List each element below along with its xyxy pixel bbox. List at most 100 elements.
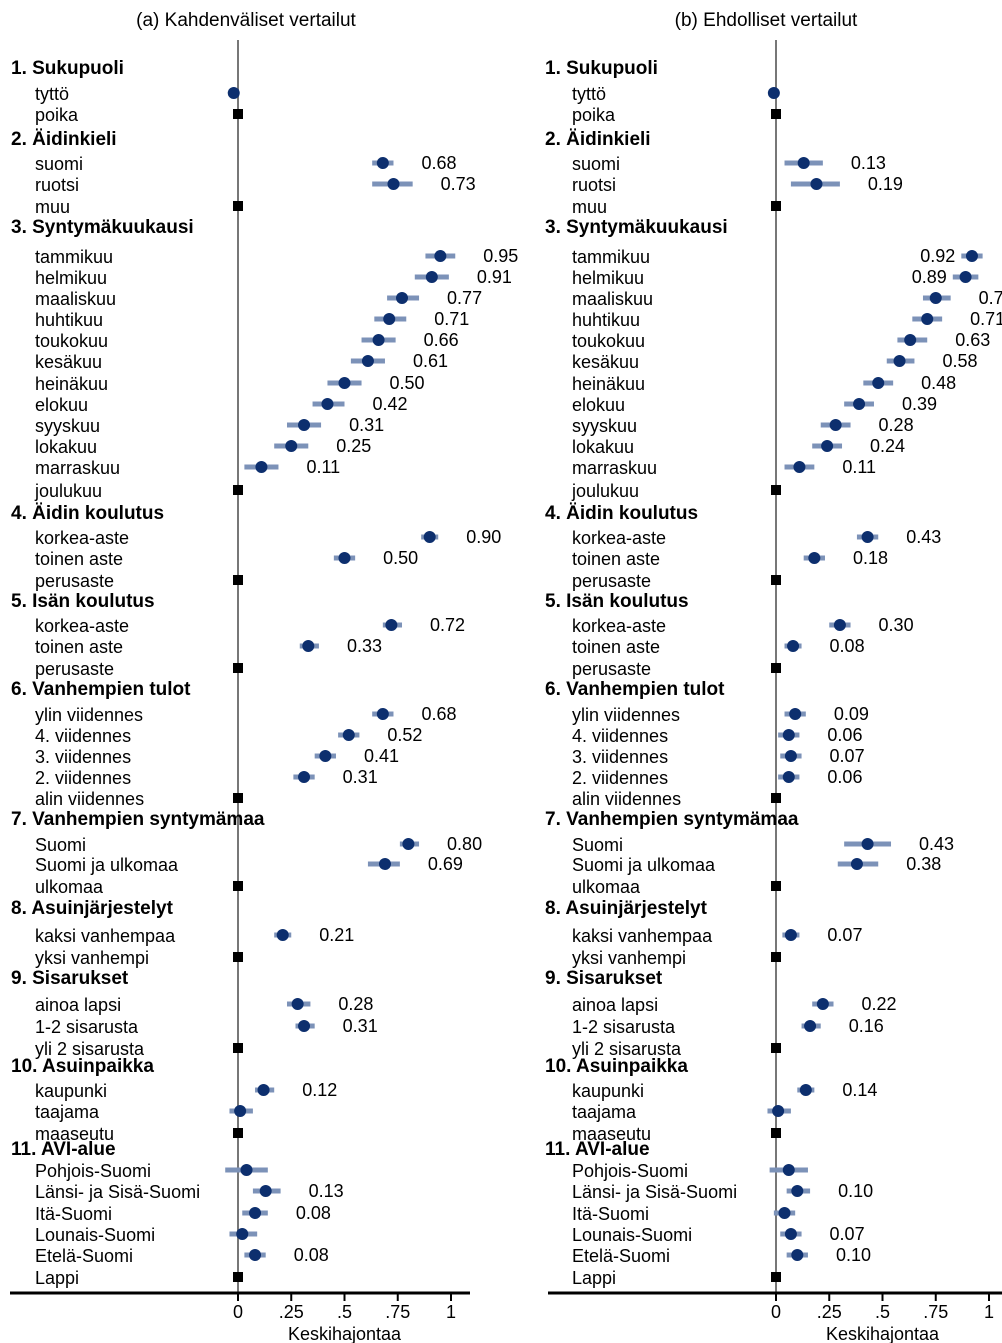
level-label: elokuu (572, 395, 625, 415)
level-label: 4. viidennes (35, 726, 131, 746)
estimate-point (861, 838, 874, 850)
data-label: 0.77 (447, 288, 482, 308)
data-label: 0.52 (387, 725, 422, 745)
panel-title: (b) Ehdolliset vertailut (675, 10, 858, 31)
reference-category-marker (771, 485, 781, 495)
data-label: 0.16 (849, 1016, 884, 1036)
reference-category-marker (233, 1043, 243, 1053)
panel-title: (a) Kahdenväliset vertailut (136, 10, 356, 31)
reference-category-marker (233, 109, 243, 119)
reference-category-marker (771, 201, 781, 211)
data-label: 0.06 (827, 725, 862, 745)
estimate-point (810, 178, 823, 190)
reference-category-marker (233, 952, 243, 962)
group-title: 4. Äidin koulutus (11, 503, 164, 524)
estimate-point (833, 619, 846, 631)
level-label: ylin viidennes (35, 705, 143, 725)
estimate-point (319, 750, 332, 762)
data-label: 0.31 (343, 767, 378, 787)
level-label: suomi (35, 154, 83, 174)
estimate-point (791, 1185, 804, 1197)
estimate-point (249, 1207, 262, 1219)
level-label: marraskuu (572, 458, 657, 478)
level-label: taajama (572, 1102, 637, 1122)
level-label: maaliskuu (572, 289, 653, 309)
level-label: ainoa lapsi (572, 995, 658, 1015)
data-label: 0.92 (920, 246, 955, 266)
estimate-point (302, 640, 315, 652)
level-label: Itä-Suomi (572, 1204, 649, 1224)
level-label: tyttö (572, 84, 606, 104)
data-label: 0.06 (827, 767, 862, 787)
level-label: toinen aste (35, 637, 123, 657)
estimate-point (298, 771, 311, 783)
estimate-point (850, 858, 863, 870)
level-label: heinäkuu (572, 374, 645, 394)
data-label: 0.08 (294, 1245, 329, 1265)
data-label: 0.33 (347, 636, 382, 656)
estimate-point (829, 419, 842, 431)
data-label: 0.48 (921, 373, 956, 393)
x-tick-label: .75 (385, 1302, 410, 1322)
data-label: 0.11 (842, 457, 876, 477)
estimate-point (778, 1207, 791, 1219)
data-label: 0.10 (836, 1245, 871, 1265)
data-label: 0.95 (483, 246, 518, 266)
x-tick-label: .5 (875, 1302, 890, 1322)
level-label: joulukuu (34, 481, 102, 501)
data-label: 0.12 (302, 1080, 337, 1100)
data-label: 0.19 (868, 174, 903, 194)
data-label: 0.14 (842, 1080, 877, 1100)
data-label: 0.28 (338, 994, 373, 1014)
estimate-point (921, 313, 934, 325)
data-label: 0.28 (879, 415, 914, 435)
data-label: 0.41 (364, 746, 399, 766)
level-label: ruotsi (572, 175, 616, 195)
data-label: 0.42 (373, 394, 408, 414)
reference-category-marker (771, 881, 781, 891)
level-label: maaseutu (35, 1124, 114, 1144)
level-label: syyskuu (35, 416, 100, 436)
level-label: poika (35, 105, 79, 125)
level-label: kaksi vanhempaa (572, 926, 713, 946)
estimate-point (402, 838, 415, 850)
level-label: korkea-aste (572, 528, 666, 548)
level-label: tammikuu (35, 247, 113, 267)
group-title: 2. Äidinkieli (545, 129, 651, 150)
level-label: korkea-aste (572, 616, 666, 636)
group-title: 9. Sisarukset (545, 968, 663, 989)
level-label: alin viidennes (35, 789, 144, 809)
x-tick-label: 1 (446, 1302, 456, 1322)
estimate-point (853, 398, 866, 410)
level-label: Länsi- ja Sisä-Suomi (35, 1182, 200, 1202)
data-label: 0.22 (862, 994, 897, 1014)
estimate-point (259, 1185, 272, 1197)
estimate-point (383, 313, 396, 325)
level-label: Itä-Suomi (35, 1204, 112, 1224)
data-label: 0.13 (309, 1181, 344, 1201)
data-label: 0.73 (441, 174, 476, 194)
level-label: joulukuu (571, 481, 639, 501)
level-label: alin viidennes (572, 789, 681, 809)
reference-category-marker (233, 881, 243, 891)
group-title: 7. Vanhempien syntymämaa (11, 809, 265, 830)
estimate-point (893, 355, 906, 367)
level-label: Lappi (572, 1268, 616, 1288)
estimate-point (396, 292, 409, 304)
estimate-point (782, 1164, 795, 1176)
level-label: 2. viidennes (35, 768, 131, 788)
estimate-point (808, 552, 821, 564)
data-label: 0.63 (955, 330, 990, 350)
reference-category-marker (771, 1043, 781, 1053)
estimate-point (784, 1228, 797, 1240)
level-label: kaupunki (572, 1081, 644, 1101)
level-label: 4. viidennes (572, 726, 668, 746)
estimate-point (904, 334, 917, 346)
reference-category-marker (233, 793, 243, 803)
level-label: perusaste (35, 659, 114, 679)
data-label: 0.43 (906, 527, 941, 547)
data-label: 0.69 (428, 854, 463, 874)
x-axis-label: Keskihajontaa (288, 1324, 402, 1343)
data-label: 0.72 (430, 615, 465, 635)
